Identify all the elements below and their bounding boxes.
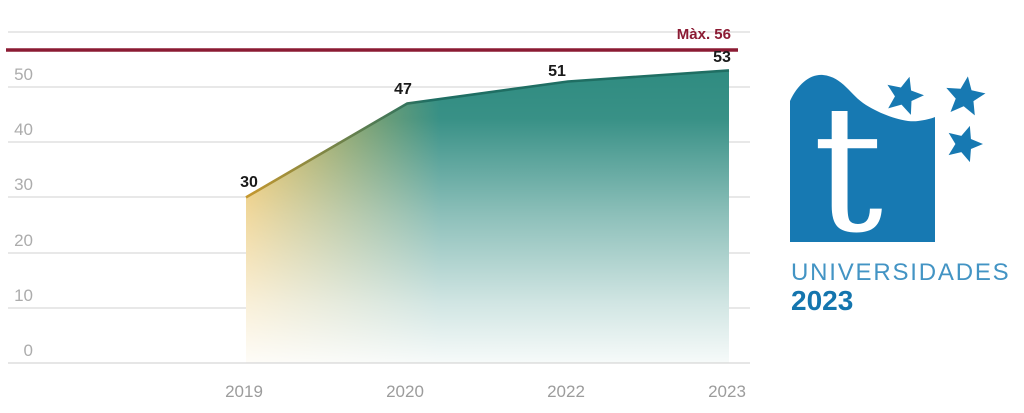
- y-axis-tick-0: 0: [24, 341, 33, 360]
- data-labels: 30 47 51 53: [240, 49, 731, 191]
- data-label-2020: 47: [394, 81, 412, 98]
- logo-year: 2023: [791, 285, 853, 316]
- data-label-2019: 30: [240, 174, 258, 191]
- logo: t UNIVERSIDADES 2023: [790, 69, 1010, 316]
- max-line-label: Màx. 56: [677, 26, 731, 43]
- y-axis-tick-20: 20: [14, 231, 33, 250]
- x-axis-label-2023: 2023: [708, 382, 746, 401]
- x-axis-label-2019: 2019: [225, 382, 263, 401]
- y-axis: 50 40 30 20 10 0: [14, 65, 33, 360]
- data-label-2023: 53: [713, 49, 731, 66]
- x-axis: 2019 2020 2022 2023: [225, 382, 746, 401]
- y-axis-tick-50: 50: [14, 65, 33, 84]
- area-fade: [246, 70, 729, 364]
- logo-wave-shape: [790, 74, 935, 242]
- star-icon: [948, 125, 983, 163]
- x-axis-label-2022: 2022: [547, 382, 585, 401]
- logo-title: UNIVERSIDADES: [791, 259, 1010, 286]
- x-axis-label-2020: 2020: [386, 382, 424, 401]
- trend-line: [245, 69, 730, 199]
- y-axis-tick-10: 10: [14, 286, 33, 305]
- y-axis-tick-40: 40: [14, 120, 33, 139]
- y-axis-tick-30: 30: [14, 175, 33, 194]
- star-icon: [887, 76, 924, 115]
- area-series: [245, 69, 730, 364]
- data-label-2022: 51: [548, 63, 566, 80]
- logo-letter-t: t: [813, 69, 883, 272]
- star-icon: [946, 76, 986, 116]
